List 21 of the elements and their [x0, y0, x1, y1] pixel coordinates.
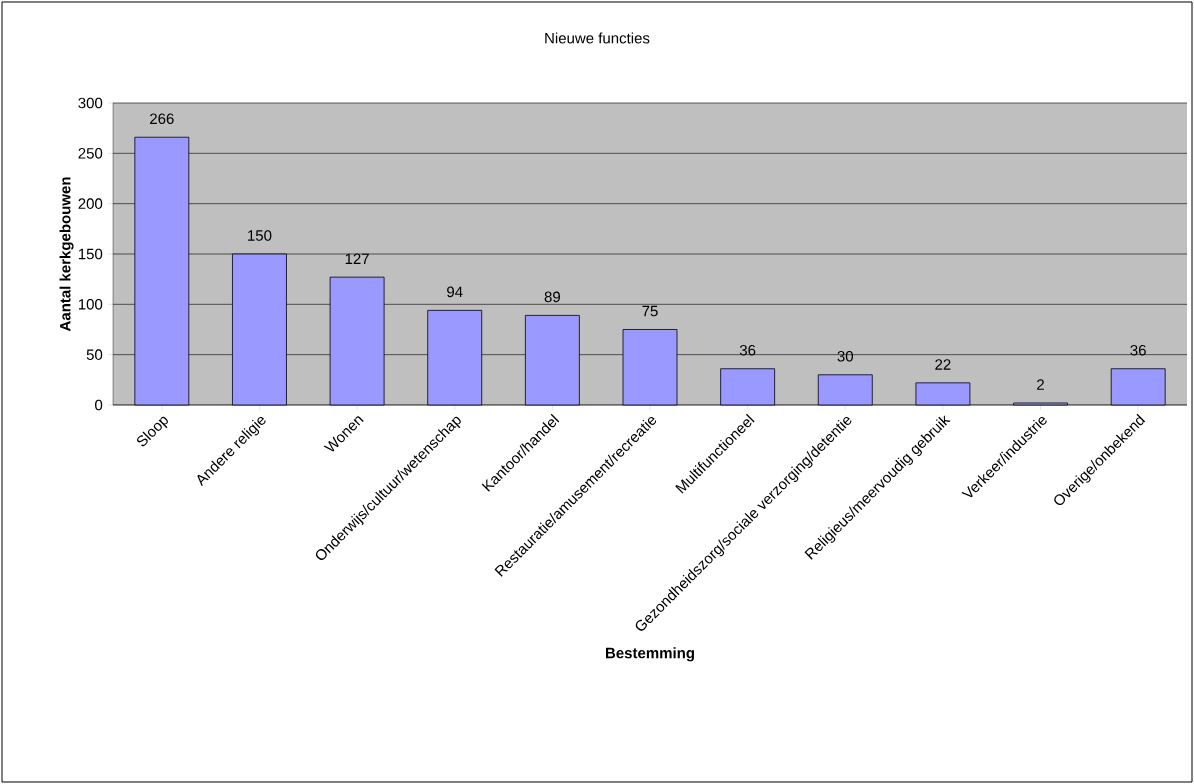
y-tick-label: 50 — [86, 349, 103, 360]
data-label: 36 — [1130, 344, 1146, 356]
x-axis-title: Bestemming — [606, 647, 694, 662]
data-label: 127 — [345, 253, 369, 264]
data-label: 75 — [642, 305, 658, 317]
chart-title: Nieuwe functies — [545, 32, 650, 44]
data-label: 266 — [150, 113, 174, 125]
data-label: 94 — [447, 286, 463, 298]
y-tick-label: 250 — [78, 148, 103, 159]
y-tick-label: 0 — [95, 399, 103, 411]
data-label: 2 — [1037, 379, 1044, 390]
y-tick-label: 300 — [78, 97, 103, 109]
data-label: 36 — [739, 344, 756, 356]
data-label: 150 — [248, 230, 272, 241]
data-label: 89 — [544, 291, 560, 303]
data-label: 22 — [935, 359, 951, 370]
y-tick-label: 200 — [78, 198, 103, 209]
y-axis-title: Aantal kerkgebouwen — [59, 177, 74, 332]
y-tick-label: 150 — [78, 248, 103, 260]
y-tick-label: 100 — [78, 299, 103, 310]
data-label: 30 — [837, 350, 854, 362]
